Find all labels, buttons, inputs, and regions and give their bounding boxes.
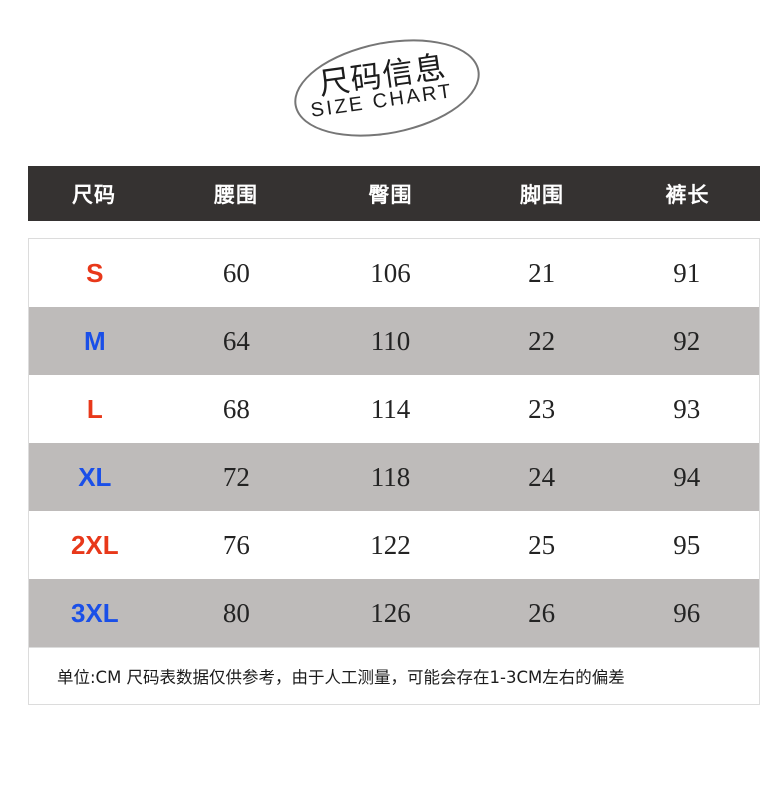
cell-leg: 25 — [528, 529, 556, 560]
cell-size: XL — [78, 461, 112, 492]
size-table-body: S 60 106 21 91 M 64 110 22 92 L 68 114 2… — [28, 238, 760, 705]
cell-hip: 114 — [370, 393, 411, 424]
cell-length: 95 — [673, 529, 701, 560]
cell-size: 3XL — [70, 597, 119, 628]
cell-length: 91 — [673, 257, 701, 288]
cell-length: 94 — [673, 461, 701, 492]
cell-leg: 26 — [528, 597, 556, 628]
title-block: 尺码信息 SIZE CHART — [0, 24, 764, 152]
table-header-row: 尺码 腰围 臀围 脚围 裤长 — [28, 166, 760, 221]
column-header-length: 裤长 — [665, 182, 710, 207]
column-header-leg: 脚围 — [520, 182, 564, 207]
cell-hip: 126 — [370, 597, 411, 628]
column-header-hip: 臀围 — [368, 182, 413, 207]
table-row: M 64 110 22 92 — [29, 307, 759, 375]
cell-length: 96 — [673, 597, 701, 628]
cell-length: 93 — [673, 393, 701, 424]
cell-size: 2XL — [70, 529, 119, 560]
cell-length: 92 — [673, 325, 701, 356]
cell-hip: 110 — [370, 325, 411, 356]
cell-waist: 80 — [222, 597, 250, 628]
column-header-waist: 腰围 — [214, 182, 258, 207]
measurement-disclaimer: 单位:CM 尺码表数据仅供参考，由于人工测量，可能会存在1-3CM左右的偏差 — [57, 668, 625, 687]
cell-hip: 106 — [370, 257, 411, 288]
column-header-size: 尺码 — [72, 182, 116, 207]
cell-leg: 23 — [528, 393, 556, 424]
cell-hip: 118 — [370, 461, 411, 492]
cell-waist: 64 — [222, 325, 250, 356]
cell-leg: 21 — [528, 257, 556, 288]
cell-size: L — [86, 393, 103, 424]
cell-waist: 68 — [222, 393, 250, 424]
cell-leg: 22 — [528, 325, 556, 356]
table-row: L 68 114 23 93 — [29, 375, 759, 443]
cell-size: S — [86, 257, 104, 288]
cell-hip: 122 — [370, 529, 411, 560]
table-row: XL 72 118 24 94 — [29, 443, 759, 511]
cell-waist: 72 — [222, 461, 250, 492]
cell-waist: 60 — [222, 257, 250, 288]
table-row: S 60 106 21 91 — [29, 239, 759, 307]
table-row: 2XL 76 122 25 95 — [29, 511, 759, 579]
table-row: 3XL 80 126 26 96 — [29, 579, 759, 647]
cell-waist: 76 — [222, 529, 250, 560]
cell-leg: 24 — [528, 461, 556, 492]
cell-size: M — [83, 325, 106, 356]
table-footer-row: 单位:CM 尺码表数据仅供参考，由于人工测量，可能会存在1-3CM左右的偏差 — [29, 647, 759, 704]
